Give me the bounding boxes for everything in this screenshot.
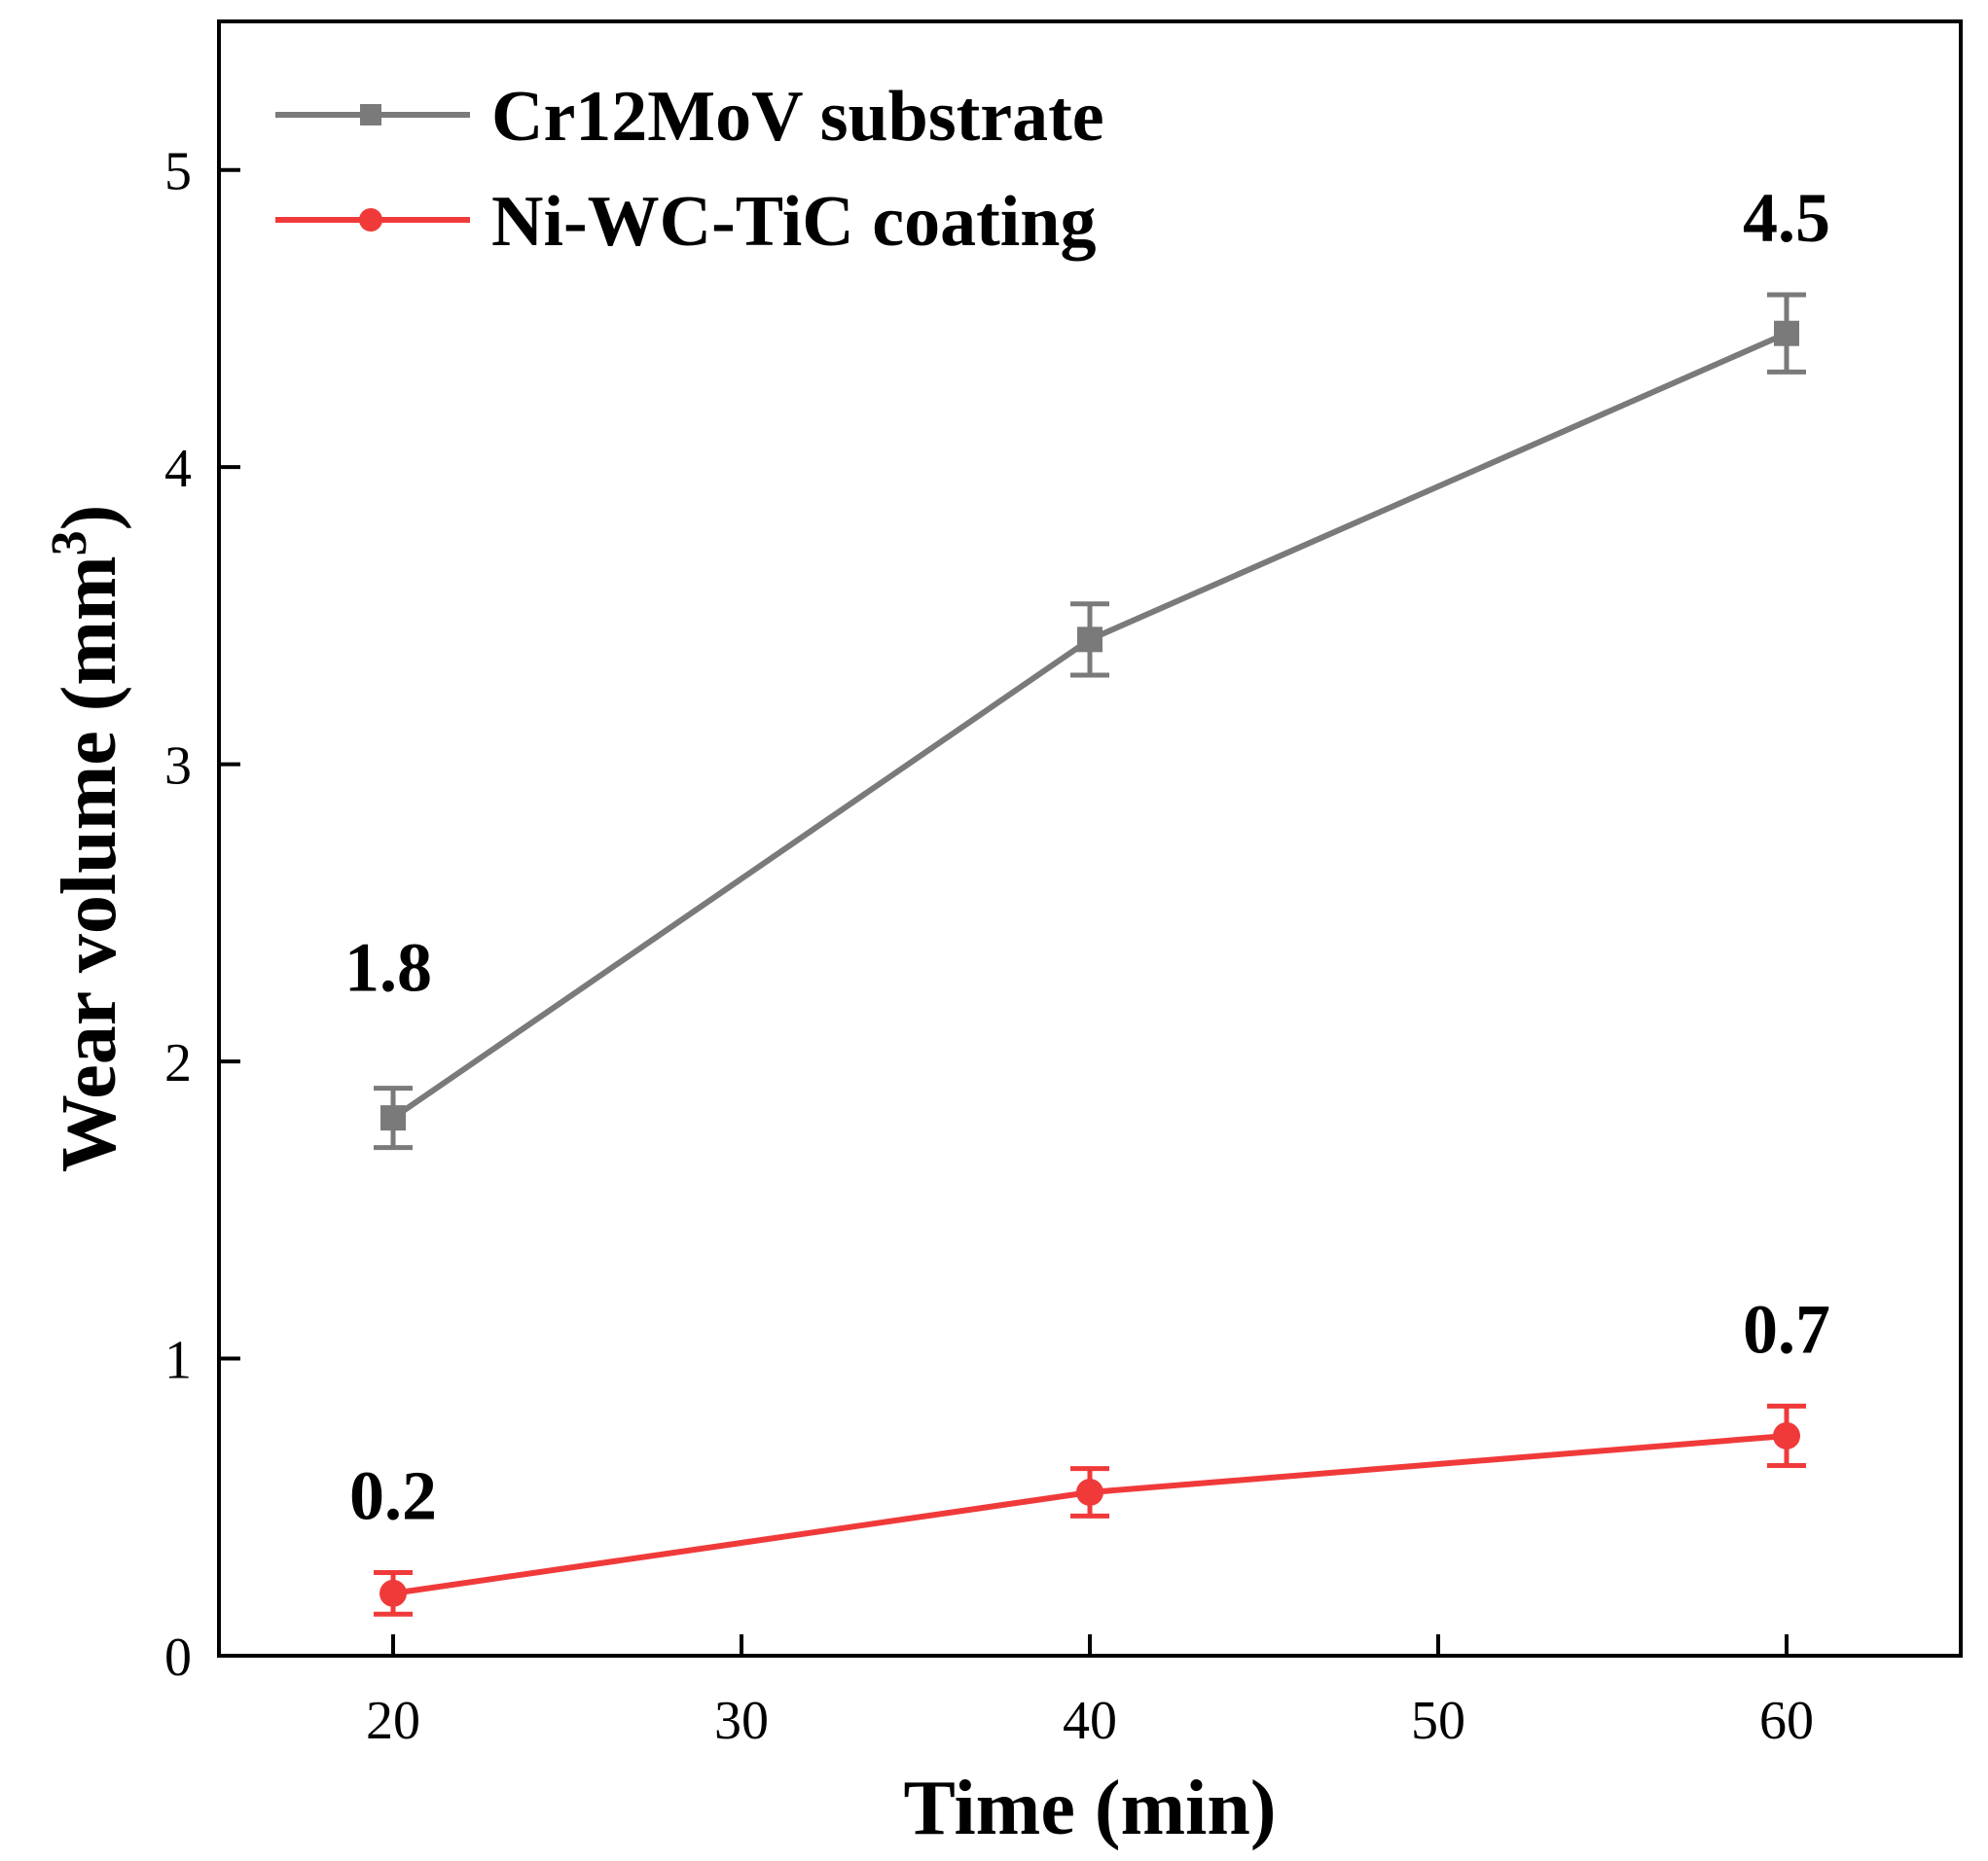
x-tick-label: 40 <box>1063 1691 1117 1751</box>
data-label: 1.8 <box>344 929 432 1007</box>
data-point-square <box>1774 320 1799 346</box>
plot-frame <box>217 19 1963 1658</box>
x-tick-label: 30 <box>714 1691 769 1751</box>
data-label: 4.5 <box>1743 179 1830 257</box>
y-tick-label: 0 <box>164 1628 192 1688</box>
y-tick-label: 3 <box>164 736 192 797</box>
legend: Cr12MoV substrate Ni-WC-TiC coating <box>275 77 1104 262</box>
y-tick-label: 1 <box>164 1331 192 1391</box>
data-point-circle <box>1076 1479 1103 1506</box>
y-tick-label: 5 <box>164 142 192 202</box>
series-0 <box>374 292 1806 1151</box>
y-axis-ticks: 0 1 2 3 4 5 <box>164 142 240 1688</box>
data-point-square <box>1077 626 1102 653</box>
data-point-circle <box>380 1579 407 1607</box>
series-1 <box>374 1403 1806 1617</box>
series-layer <box>374 292 1806 1617</box>
legend-label: Cr12MoV substrate <box>491 77 1104 157</box>
x-tick-label: 50 <box>1411 1691 1465 1751</box>
legend-marker-circle <box>359 208 382 232</box>
y-axis-title-main: Wear volume (mm <box>47 555 132 1172</box>
x-tick-label: 60 <box>1759 1691 1814 1751</box>
y-axis-title-superscript: 3 <box>42 530 97 555</box>
annotations-layer: 1.8 4.5 0.2 0.7 <box>344 179 1830 1534</box>
data-point-circle <box>1773 1421 1800 1449</box>
y-tick-label: 4 <box>164 439 192 499</box>
series-line <box>391 330 1789 1121</box>
legend-label: Ni-WC-TiC coating <box>491 182 1096 262</box>
legend-entry: Ni-WC-TiC coating <box>275 182 1096 262</box>
x-axis-ticks: 20 30 40 50 60 <box>366 1634 1814 1751</box>
x-axis-title: Time (min) <box>904 1766 1277 1851</box>
data-label: 0.2 <box>349 1456 437 1534</box>
y-tick-label: 2 <box>164 1033 192 1093</box>
data-point-square <box>380 1105 406 1131</box>
legend-entry: Cr12MoV substrate <box>275 77 1104 157</box>
data-label: 0.7 <box>1743 1290 1830 1368</box>
x-tick-label: 20 <box>366 1691 420 1751</box>
y-axis-title-close: ) <box>47 505 132 531</box>
legend-marker-square <box>360 104 381 125</box>
svg-text:Wear volume (mm3): Wear volume (mm3) <box>42 505 132 1173</box>
y-axis-title: Wear volume (mm3) <box>42 505 132 1173</box>
